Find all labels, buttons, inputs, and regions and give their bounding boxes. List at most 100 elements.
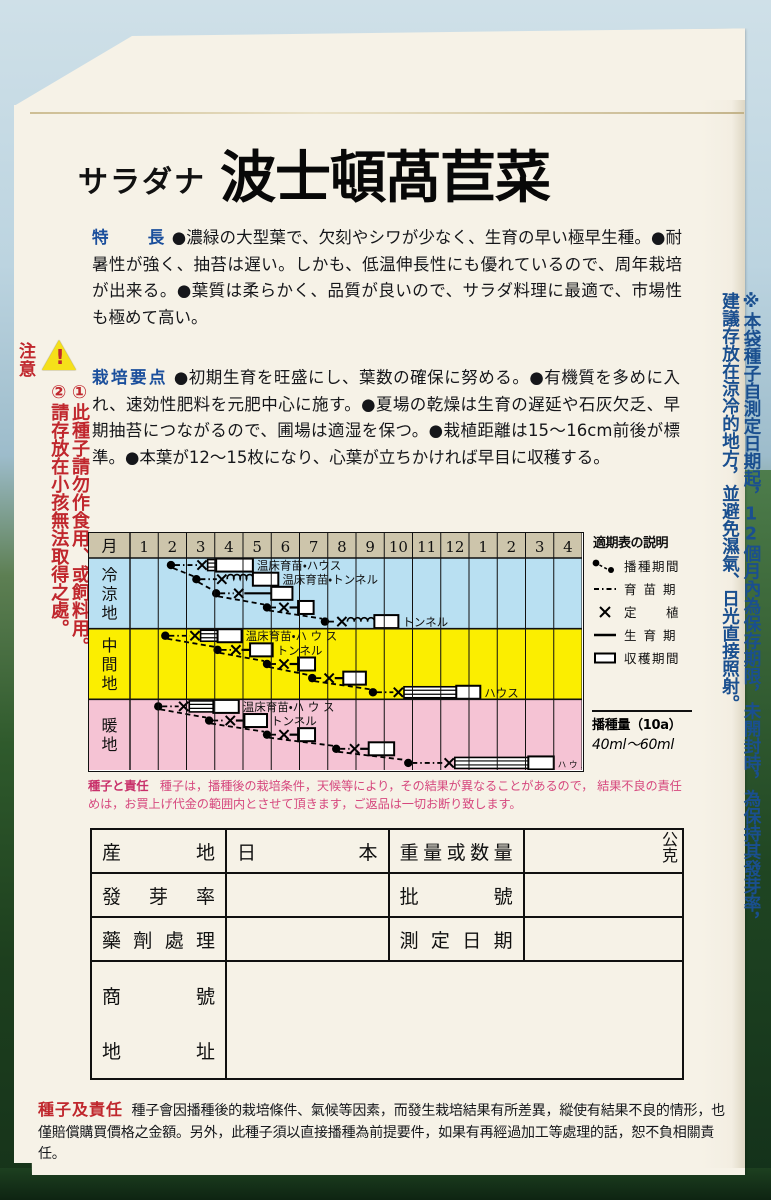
svg-text:温床育苗・トンネル: 温床育苗・トンネル bbox=[282, 573, 378, 587]
info-table: 産地 日本 重量或数量 公克 發芽率 批號 藥劑處理 測定日期 商號 bbox=[89, 828, 685, 1080]
svg-text:暖: 暖 bbox=[101, 716, 117, 735]
cell-origin-label: 産地 bbox=[89, 828, 228, 874]
legend-label-harvest: 収穫期間 bbox=[624, 651, 681, 666]
seed-amount-block: 播種量（10a） 40ml〜60ml bbox=[592, 710, 692, 754]
seed-amount-value: 40ml〜60ml bbox=[592, 737, 674, 753]
cultivation-paragraph: 栽培要点 ●初期生育を旺盛にし、葉数の確保に努める。●有機質を多めに入れ、速効性… bbox=[92, 365, 680, 472]
legend-item-planting: 定 植 bbox=[592, 600, 684, 623]
sow-dots-icon bbox=[592, 558, 619, 574]
responsibility-note-mid: 種子と責任 種子は，播種後の栽培条件，天候等により，その結果が異なることがあるの… bbox=[88, 778, 684, 813]
svg-text:冷: 冷 bbox=[101, 565, 117, 584]
cell-testdate-value[interactable] bbox=[522, 916, 685, 962]
responsibility-mid-heading: 種子と責任 bbox=[88, 779, 149, 793]
legend-item-harvest: 収穫期間 bbox=[592, 646, 684, 669]
feature-text: ●濃緑の大型葉で、欠刻やシワが少なく、生育の早い極早生種。●耐暑性が強く、抽苔は… bbox=[92, 228, 683, 328]
svg-text:4: 4 bbox=[224, 538, 234, 556]
chart-legend: 適期表の説明 播種期間 育 苗 期 bbox=[592, 532, 684, 704]
seed-amount-title: 播種量（10a） bbox=[592, 718, 682, 733]
svg-text:1: 1 bbox=[139, 538, 149, 556]
planting-schedule: 月1234567891011121234冷涼地温床育苗・ハウス温床育苗・トンネル… bbox=[88, 532, 692, 772]
legend-label-sowing: 播種期間 bbox=[624, 559, 681, 574]
caution-block: 注意 ! ①此種子請勿作食用、或飼料用。 ②請存放在小孩無法取得之處。 bbox=[15, 338, 90, 758]
responsibility-mid-line1: 種子は，播種後の栽培条件，天候等により，その結果が異なることがあるので， bbox=[159, 779, 594, 793]
schedule-chart: 月1234567891011121234冷涼地温床育苗・ハウス温床育苗・トンネル… bbox=[88, 532, 584, 772]
caution-label: 注意 bbox=[15, 342, 35, 378]
bottom-disclaimer-heading: 種子及責任 bbox=[38, 1100, 124, 1119]
cell-company-address-value[interactable] bbox=[225, 960, 684, 1080]
legend-item-growth: 生 育 期 bbox=[592, 623, 684, 646]
svg-text:11: 11 bbox=[417, 538, 436, 556]
cell-germination-value[interactable] bbox=[225, 872, 390, 918]
svg-text:トンネル: トンネル bbox=[402, 615, 448, 629]
svg-text:3: 3 bbox=[196, 538, 206, 556]
cultivation-heading: 栽培要点 bbox=[92, 368, 169, 387]
cell-weight-label: 重量或数量 bbox=[387, 828, 525, 874]
table-row: 藥劑處理 測定日期 bbox=[89, 916, 685, 962]
svg-text:間: 間 bbox=[101, 655, 117, 674]
svg-text:地: 地 bbox=[101, 603, 117, 622]
dashed-line-icon bbox=[592, 581, 619, 597]
product-name: 波士頓萵苣菜 bbox=[220, 146, 551, 212]
cell-lot-value[interactable] bbox=[522, 872, 685, 918]
svg-text:温床育苗・ハ ウ ス: 温床育苗・ハ ウ ス bbox=[243, 700, 335, 714]
svg-text:中: 中 bbox=[101, 636, 117, 655]
caution-line-1: ①此種子請勿作食用、或飼料用。 bbox=[69, 382, 90, 655]
storage-line-1: ※本袋種子自測定日期起，12個月內為保存期限，未開封時，為保持其發芽率， bbox=[741, 292, 761, 930]
feature-paragraph: 特 長 ●濃緑の大型葉で、欠刻やシワが少なく、生育の早い極早生種。●耐暑性が強く… bbox=[92, 225, 682, 332]
cell-germination-label: 發芽率 bbox=[89, 872, 228, 918]
cultivation-text: ●初期生育を旺盛にし、葉数の確保に努める。●有機質を多めに入れ、速効性肥料を元肥… bbox=[92, 368, 681, 468]
svg-text:5: 5 bbox=[252, 538, 262, 556]
packet-right-edge bbox=[700, 100, 745, 1168]
cell-origin-value[interactable]: 日本 bbox=[225, 828, 390, 874]
legend-label-growth: 生 育 期 bbox=[624, 628, 677, 643]
svg-text:トンネル: トンネル bbox=[271, 714, 317, 728]
svg-text:2: 2 bbox=[507, 538, 517, 556]
svg-text:2: 2 bbox=[168, 538, 178, 556]
svg-text:8: 8 bbox=[337, 538, 347, 556]
legend-item-seedling: 育 苗 期 bbox=[592, 577, 684, 600]
caution-lines: ①此種子請勿作食用、或飼料用。 ②請存放在小孩無法取得之處。 bbox=[16, 382, 90, 756]
legend-label-planting: 定 植 bbox=[624, 605, 681, 620]
feature-heading: 特 長 bbox=[92, 228, 167, 247]
svg-text:温床育苗・ハ ウ ス: 温床育苗・ハ ウ ス bbox=[246, 629, 338, 643]
svg-text:月: 月 bbox=[101, 537, 117, 556]
cell-treatment-value[interactable] bbox=[225, 916, 390, 962]
caution-line-2: ②請存放在小孩無法取得之處。 bbox=[48, 382, 70, 637]
address-label: 地址 bbox=[102, 1041, 216, 1063]
bottom-disclaimer: 種子及責任 種子會因播種後的栽培條件、氣候等因素，而發生栽培結果有所差異，縱使有… bbox=[38, 1098, 728, 1166]
product-kana-prefix: サラダナ bbox=[78, 165, 206, 200]
open-box-icon bbox=[592, 650, 619, 666]
svg-text:涼: 涼 bbox=[101, 584, 117, 603]
cell-weight-value[interactable]: 公克 bbox=[522, 828, 685, 874]
storage-note: ※本袋種子自測定日期起，12個月內為保存期限，未開封時，為保持其發芽率， 建議存… bbox=[688, 292, 761, 1082]
solid-line-icon bbox=[592, 627, 619, 643]
product-title: サラダナ 波士頓萵苣菜 bbox=[78, 140, 678, 212]
packet-flap-seam bbox=[30, 112, 744, 114]
svg-text:7: 7 bbox=[309, 538, 319, 556]
company-label: 商號 bbox=[102, 986, 216, 1008]
svg-text:ハウス: ハウス bbox=[484, 686, 519, 700]
svg-text:地: 地 bbox=[101, 735, 117, 754]
unit-gram: 公克 bbox=[659, 831, 678, 863]
warning-triangle-icon bbox=[42, 340, 76, 370]
legend-item-sowing: 播種期間 bbox=[592, 554, 684, 577]
cell-treatment-label: 藥劑處理 bbox=[89, 916, 228, 962]
responsibility-mid-line2: 結果不良の責任めは，お買上げ代金の範囲内とさせて頂きます，ご返品は一切お断り致し… bbox=[88, 779, 682, 811]
table-row: 發芽率 批號 bbox=[89, 872, 685, 918]
svg-text:9: 9 bbox=[365, 538, 375, 556]
cell-lot-label: 批號 bbox=[387, 872, 525, 918]
svg-text:1: 1 bbox=[478, 538, 488, 556]
svg-text:12: 12 bbox=[445, 538, 464, 556]
cell-testdate-label: 測定日期 bbox=[387, 916, 525, 962]
table-row: 商號 地址 bbox=[89, 960, 684, 1080]
bottom-disclaimer-text: 種子會因播種後的栽培條件、氣候等因素，而發生栽培結果有所差異，縱使有結果不良的情… bbox=[38, 1103, 725, 1163]
storage-line-2: 建議存放在涼冷的地方，並避免濕氣、日光直接照射。 bbox=[719, 292, 740, 712]
legend-label-seedling: 育 苗 期 bbox=[624, 582, 677, 597]
svg-text:地: 地 bbox=[101, 674, 117, 693]
exclamation-icon: ! bbox=[55, 345, 65, 369]
x-mark-icon bbox=[592, 604, 619, 620]
cell-company-address-label: 商號 地址 bbox=[89, 960, 228, 1080]
svg-text:10: 10 bbox=[389, 538, 408, 556]
table-row: 産地 日本 重量或数量 公克 bbox=[89, 828, 685, 874]
